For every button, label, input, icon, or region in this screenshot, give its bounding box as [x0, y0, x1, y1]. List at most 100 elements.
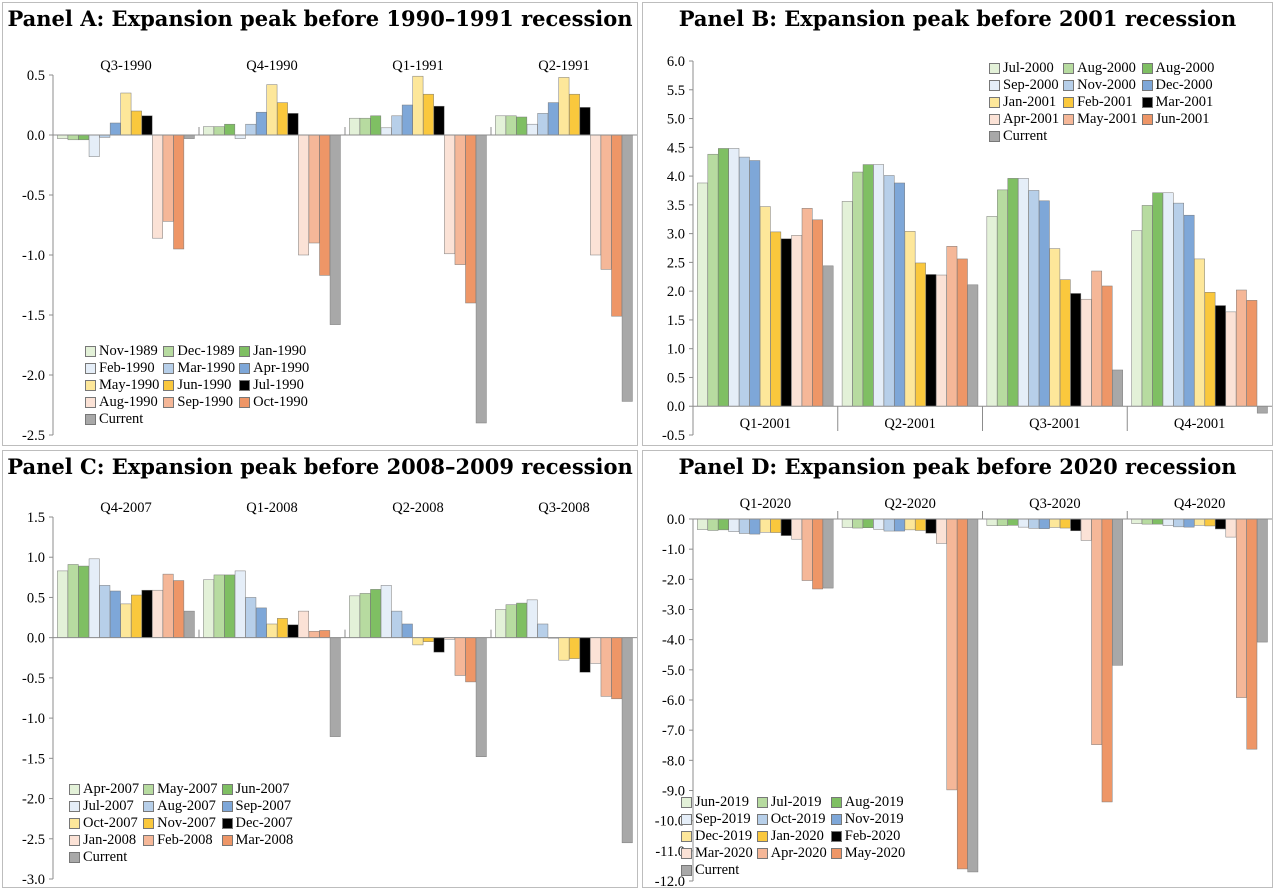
bar-oct-2019-q1-2020 [738, 518, 750, 534]
legend-label: Jul-1990 [253, 377, 304, 393]
y-tick-label: 0.5 [27, 68, 45, 84]
category-label-q4-2007: Q4-2007 [100, 500, 152, 516]
bar-current-q2-2008 [475, 637, 487, 757]
bar-jan-2001-q4-2001 [1194, 258, 1205, 407]
bar-apr-1990-q2-1991 [547, 102, 559, 136]
legend-item-jun-2001: Jun-2001 [1141, 111, 1215, 128]
y-tick-label: -1.0 [22, 248, 45, 264]
y-tick-label: 1.0 [27, 550, 45, 566]
y-tick-label: -6.0 [662, 693, 685, 709]
legend-label: May-1990 [99, 377, 160, 393]
legend-label: Apr-1990 [253, 360, 310, 376]
legend-item-nov-2019: Nov-2019 [830, 811, 905, 828]
bar-dec-2007-q4-2007 [141, 589, 153, 638]
legend-label: Jul-2019 [770, 794, 822, 810]
y-tick-label: -4.0 [662, 633, 685, 649]
legend-swatch [163, 380, 175, 391]
legend-item-mar-2008: Mar-2008 [221, 832, 293, 849]
bar-nov-2000-q3-2001 [1028, 190, 1040, 407]
bar-jun-2019-q4-2020 [1131, 518, 1143, 524]
legend-item-aug-2019: Aug-2019 [830, 794, 905, 811]
bar-sep-1990-q1-1991 [454, 134, 466, 265]
bar-dec-2007-q1-2008 [287, 624, 299, 638]
bar-mar-2001-q4-2001 [1215, 305, 1226, 407]
legend-label: Apr-2001 [1003, 111, 1060, 127]
bar-mar-2001-q3-2001 [1070, 293, 1082, 407]
panel-c: Panel C: Expansion peak before 2008–2009… [2, 450, 638, 888]
legend-label: Dec-2000 [1155, 77, 1213, 93]
category-label-q2-2020: Q2-2020 [884, 496, 936, 512]
bar-jun-1990-q2-1991 [569, 93, 580, 136]
bar-jan-2001-q1-2001 [759, 206, 771, 407]
bar-oct-2007-q4-2007 [120, 603, 132, 638]
legend-item-jul-2000: Jul-2000 [989, 60, 1059, 77]
bar-dec-2019-q1-2020 [759, 518, 771, 533]
legend-swatch [239, 363, 251, 374]
legend-label: Nov-2019 [844, 811, 904, 827]
bar-aug-2000-q2-2001 [852, 171, 864, 407]
bar-jan-2020-q4-2020 [1204, 518, 1216, 527]
legend-label: Current [83, 849, 128, 865]
category-label-q1-2001: Q1-2001 [740, 416, 792, 432]
legend-label: Apr-2007 [83, 781, 140, 797]
bar-jul-2007-q4-2007 [88, 558, 100, 638]
legend-label: Jun-2001 [1155, 111, 1210, 127]
bar-jun-2001-q2-2001 [956, 258, 968, 407]
bar-may-2007-q3-2008 [505, 604, 517, 638]
bar-jul-2000-q1-2001 [697, 182, 708, 407]
bar-dec-1989-q3-1990 [67, 134, 79, 141]
legend-label: Jan-1990 [253, 343, 307, 359]
bar-jun-2001-q4-2001 [1246, 300, 1258, 407]
legend-label: Jan-2001 [1003, 94, 1057, 110]
legend-item-current: Current [989, 128, 1059, 145]
legend-swatch [989, 97, 1000, 108]
legend-item-feb-2001: Feb-2001 [1063, 94, 1137, 111]
y-tick-label: 3.5 [667, 198, 685, 214]
bar-oct-2007-q1-2008 [266, 623, 278, 638]
bar-feb-2020-q4-2020 [1215, 518, 1226, 530]
bar-jul-2000-q3-2001 [986, 216, 998, 407]
bar-jul-2007-q3-2008 [526, 599, 538, 638]
category-label-q2-2008: Q2-2008 [392, 500, 444, 516]
legend-item-jan-2008: Jan-2008 [69, 832, 139, 849]
y-tick-label: -0.5 [662, 428, 685, 444]
bar-jan-2001-q3-2001 [1049, 248, 1061, 407]
bar-mar-2008-q2-2008 [465, 637, 477, 683]
legend-item-apr-2007: Apr-2007 [69, 781, 139, 798]
legend-label: Dec-2019 [695, 828, 753, 844]
bar-apr-2001-q1-2001 [791, 235, 803, 407]
legend-item-sep-1990: Sep-1990 [163, 394, 235, 411]
legend-item-current: Current [69, 849, 139, 866]
bar-apr-2020-q3-2020 [1091, 518, 1103, 745]
bar-sep-1990-q4-1990 [308, 134, 320, 244]
legend-swatch [830, 814, 842, 825]
bar-sep-2007-q4-2007 [109, 590, 121, 638]
bar-aug-1990-q1-1991 [444, 134, 455, 255]
legend-swatch [830, 848, 842, 859]
bar-aug-2019-q3-2020 [1007, 518, 1019, 526]
bar-jul-1990-q4-1990 [287, 113, 299, 136]
category-label-q1-1991: Q1-1991 [392, 58, 444, 74]
y-tick-label: -8.0 [662, 753, 685, 769]
bar-feb-1990-q2-1991 [526, 123, 538, 136]
category-label-q3-2008: Q3-2008 [538, 500, 590, 516]
legend-swatch [69, 818, 80, 829]
legend-label: Aug-2007 [157, 798, 216, 814]
category-label-q3-1990: Q3-1990 [100, 58, 152, 74]
bar-oct-1990-q2-1991 [611, 134, 623, 317]
panel-a-title: Panel A: Expansion peak before 1990–1991… [7, 6, 633, 31]
legend-label: Jul-2000 [1003, 60, 1054, 76]
legend-label: Dec-1989 [177, 343, 235, 359]
legend-item-aug-2000: Aug-2000 [1063, 60, 1137, 77]
bar-jan-2008-q3-2008 [590, 637, 601, 664]
panel-a-legend: Nov-1989 Dec-1989 Jan-1990 Feb-1990 Mar-1990… [85, 343, 309, 428]
legend-swatch [69, 801, 80, 812]
legend-swatch [163, 363, 175, 374]
bar-dec-2007-q3-2008 [579, 637, 591, 673]
bar-nov-2000-q1-2001 [738, 156, 750, 407]
bar-aug-2000-q1-2001 [707, 153, 719, 407]
bar-jun-2007-q3-2008 [516, 602, 528, 638]
bar-feb-2001-q4-2001 [1204, 292, 1216, 407]
legend-label: Aug-1990 [99, 394, 158, 410]
